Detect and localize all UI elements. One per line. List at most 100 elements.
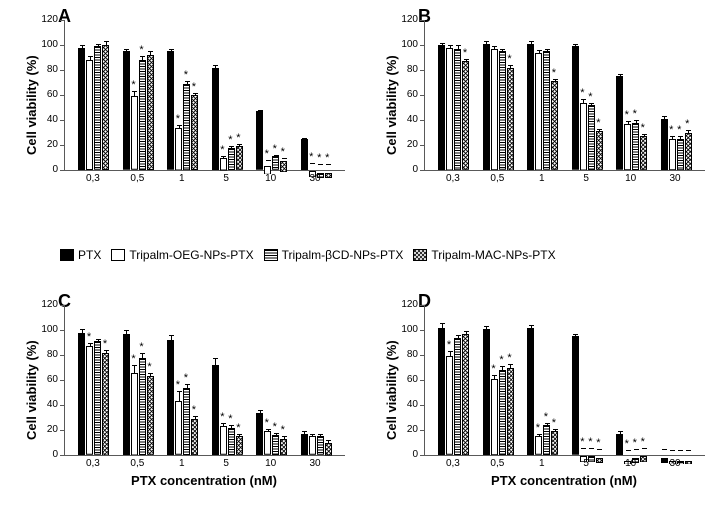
x-tick-label: 30 (300, 458, 330, 469)
y-tick-label: 120 (396, 299, 418, 310)
bar-MAC (596, 450, 603, 455)
significance-star: * (281, 147, 285, 158)
bar-OEG (86, 346, 93, 455)
significance-star: * (625, 439, 629, 450)
significance-star: * (447, 340, 451, 351)
y-tick-label: 0 (36, 449, 58, 460)
bar-OEG (131, 96, 138, 170)
bar-OEG (175, 401, 182, 455)
bar-BCD (183, 84, 190, 170)
significance-star: * (596, 118, 600, 129)
bar-MAC (325, 443, 332, 456)
bar-OEG (131, 373, 138, 456)
x-tick-label: 30 (660, 173, 690, 184)
bar-BCD (499, 51, 506, 170)
significance-star: * (685, 119, 689, 130)
bar-MAC (640, 136, 647, 170)
significance-star: * (265, 418, 269, 429)
bar-OEG (669, 139, 676, 170)
x-tick-label: 0,3 (78, 458, 108, 469)
bar-PTX (78, 48, 85, 171)
y-tick-label: 80 (36, 349, 58, 360)
y-tick-label: 20 (396, 139, 418, 150)
y-tick-label: 100 (36, 324, 58, 335)
significance-star: * (131, 354, 135, 365)
bar-MAC (685, 451, 692, 455)
significance-star: * (220, 145, 224, 156)
significance-star: * (325, 153, 329, 164)
bar-OEG (624, 451, 631, 455)
x-tick-label: 5 (211, 173, 241, 184)
bar-PTX (212, 365, 219, 455)
bar-MAC (507, 368, 514, 456)
significance-star: * (317, 153, 321, 164)
x-tick-label: 10 (616, 458, 646, 469)
bar-PTX (661, 450, 668, 455)
y-tick-label: 40 (396, 399, 418, 410)
y-tick-label: 60 (396, 89, 418, 100)
bar-MAC (596, 131, 603, 170)
y-tick-label: 40 (36, 114, 58, 125)
bar-MAC (640, 449, 647, 455)
bar-BCD (543, 425, 550, 455)
x-tick-label: 1 (167, 458, 197, 469)
significance-star: * (103, 339, 107, 350)
y-tick-label: 0 (396, 449, 418, 460)
significance-star: * (499, 355, 503, 366)
significance-star: * (588, 92, 592, 103)
y-tick-label: 60 (36, 89, 58, 100)
y-tick-label: 120 (36, 299, 58, 310)
legend-item-BCD: Tripalm-βCD-NPs-PTX (264, 248, 404, 262)
y-tick-label: 20 (36, 139, 58, 150)
significance-star: * (228, 414, 232, 425)
bar-BCD (454, 49, 461, 170)
significance-star: * (273, 144, 277, 155)
significance-star: * (309, 152, 313, 163)
bar-MAC (236, 436, 243, 455)
y-tick-label: 100 (396, 39, 418, 50)
bar-PTX (572, 46, 579, 170)
bar-PTX (167, 51, 174, 170)
bar-BCD (677, 139, 684, 170)
y-tick-label: 0 (396, 164, 418, 175)
bar-OEG (309, 436, 316, 455)
bar-OEG (446, 356, 453, 455)
legend-swatch (111, 249, 125, 261)
significance-star: * (641, 123, 645, 134)
significance-star: * (580, 88, 584, 99)
significance-star: * (184, 70, 188, 81)
significance-star: * (228, 135, 232, 146)
y-tick-label: 80 (396, 64, 418, 75)
x-tick-label: 0,3 (438, 173, 468, 184)
bar-BCD (272, 156, 279, 170)
legend-item-OEG: Tripalm-OEG-NPs-PTX (111, 248, 253, 262)
y-tick-label: 20 (396, 424, 418, 435)
x-tick-label: 5 (571, 173, 601, 184)
significance-star: * (236, 423, 240, 434)
x-tick-label: 0,5 (482, 458, 512, 469)
y-tick-label: 120 (396, 14, 418, 25)
x-tick-label: 5 (571, 458, 601, 469)
bar-PTX (527, 328, 534, 456)
bar-BCD (677, 451, 684, 455)
bar-PTX (256, 111, 263, 170)
significance-star: * (552, 418, 556, 429)
y-tick-label: 0 (36, 164, 58, 175)
bar-PTX (616, 76, 623, 170)
plot-area-B: ************ (424, 20, 705, 171)
bar-PTX (483, 44, 490, 170)
bar-OEG (264, 431, 271, 455)
y-tick-label: 40 (36, 399, 58, 410)
plot-area-C: ************** (64, 305, 345, 456)
x-tick-label: 0,5 (122, 173, 152, 184)
significance-star: * (491, 364, 495, 375)
significance-star: * (625, 110, 629, 121)
bar-OEG (86, 60, 93, 170)
bar-MAC (147, 55, 154, 170)
bar-PTX (438, 328, 445, 456)
bar-PTX (661, 119, 668, 170)
bar-PTX (256, 413, 263, 456)
bar-BCD (588, 449, 595, 455)
y-tick-label: 60 (36, 374, 58, 385)
bar-PTX (483, 329, 490, 455)
